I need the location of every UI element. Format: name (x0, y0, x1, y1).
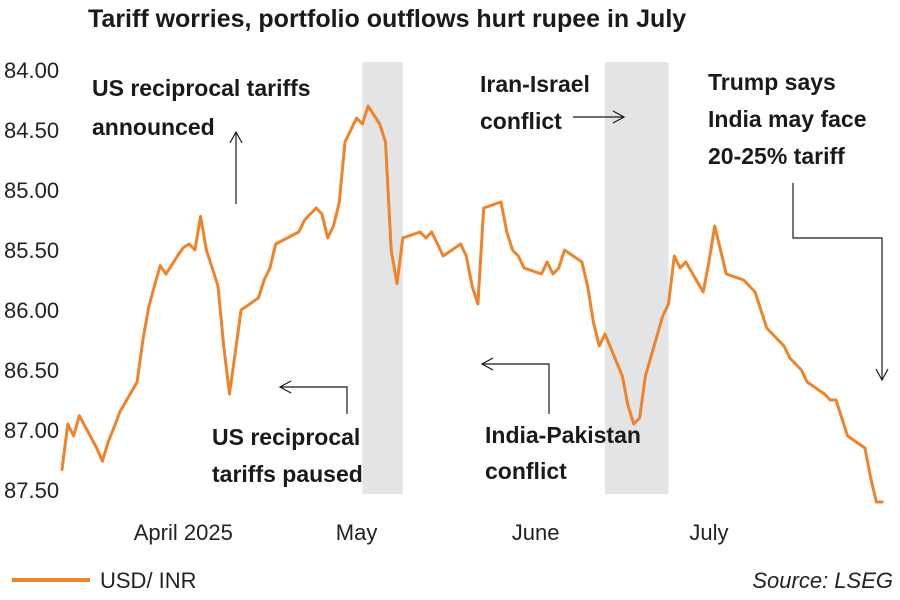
y-tick-label: 87.00 (4, 418, 59, 443)
chart-title: Tariff worries, portfolio outflows hurt … (88, 5, 686, 33)
y-tick-label: 85.00 (4, 178, 59, 203)
annotation-trump-line3: 20-25% tariff (708, 143, 845, 169)
arrow-tariffs-paused (280, 386, 348, 414)
annotation-tariffs-announced: US reciprocal tariffs announced (92, 75, 317, 140)
arrowhead-iran-israel (612, 110, 626, 124)
arrow-india-pakistan (482, 363, 550, 414)
annotation-trump-tariff: Trump says India may face 20-25% tariff (708, 69, 873, 169)
annotation-iran-israel-line2: conflict (480, 108, 562, 134)
arrowhead-india-pakistan (480, 357, 494, 371)
x-tick-label: June (512, 520, 560, 545)
legend: USD/ INR (12, 568, 197, 593)
legend-label: USD/ INR (100, 568, 197, 593)
annotation-tariffs-announced-line1: US reciprocal tariffs (92, 75, 311, 101)
y-tick-label: 87.50 (4, 478, 59, 503)
y-tick-label: 84.50 (4, 118, 59, 143)
x-tick-label: July (689, 520, 728, 545)
annotation-trump-line1: Trump says (708, 69, 836, 95)
usd-inr-series-line (60, 104, 884, 504)
arrowhead-tariffs-paused (278, 380, 292, 394)
y-axis-tick-labels: 84.00 84.50 85.00 85.50 86.00 86.50 87.00 87.50 (4, 58, 59, 503)
x-axis-tick-labels: April 2025 May June July (134, 520, 729, 545)
y-tick-label: 86.50 (4, 358, 59, 383)
x-tick-label: April 2025 (134, 520, 233, 545)
annotation-tariffs-paused-line1: US reciprocal (212, 424, 360, 450)
annotation-india-pakistan-line1: India-Pakistan (485, 422, 641, 448)
arrow-trump (792, 183, 883, 380)
annotation-india-pakistan-line2: conflict (485, 458, 567, 484)
source-note: Source: LSEG (752, 568, 893, 593)
y-tick-label: 86.00 (4, 298, 59, 323)
annotation-trump-line2: India may face (708, 106, 867, 132)
annotation-tariffs-paused: US reciprocal tariffs paused (212, 424, 367, 487)
annotation-labels: US reciprocal tariffs announced US recip… (92, 69, 873, 487)
annotation-iran-israel: Iran-Israel conflict (480, 71, 596, 134)
annotation-tariffs-paused-line2: tariffs paused (212, 461, 363, 487)
y-tick-label: 85.50 (4, 238, 59, 263)
annotation-india-pakistan: India-Pakistan conflict (485, 422, 647, 484)
y-tick-label: 84.00 (4, 58, 59, 83)
x-tick-label: May (336, 520, 378, 545)
annotation-iran-israel-line1: Iran-Israel (480, 71, 590, 97)
annotation-tariffs-announced-line2: announced (92, 114, 215, 140)
arrowhead-trump (875, 368, 889, 382)
annotations (229, 110, 889, 414)
arrowhead-tariffs-announced (229, 130, 243, 144)
